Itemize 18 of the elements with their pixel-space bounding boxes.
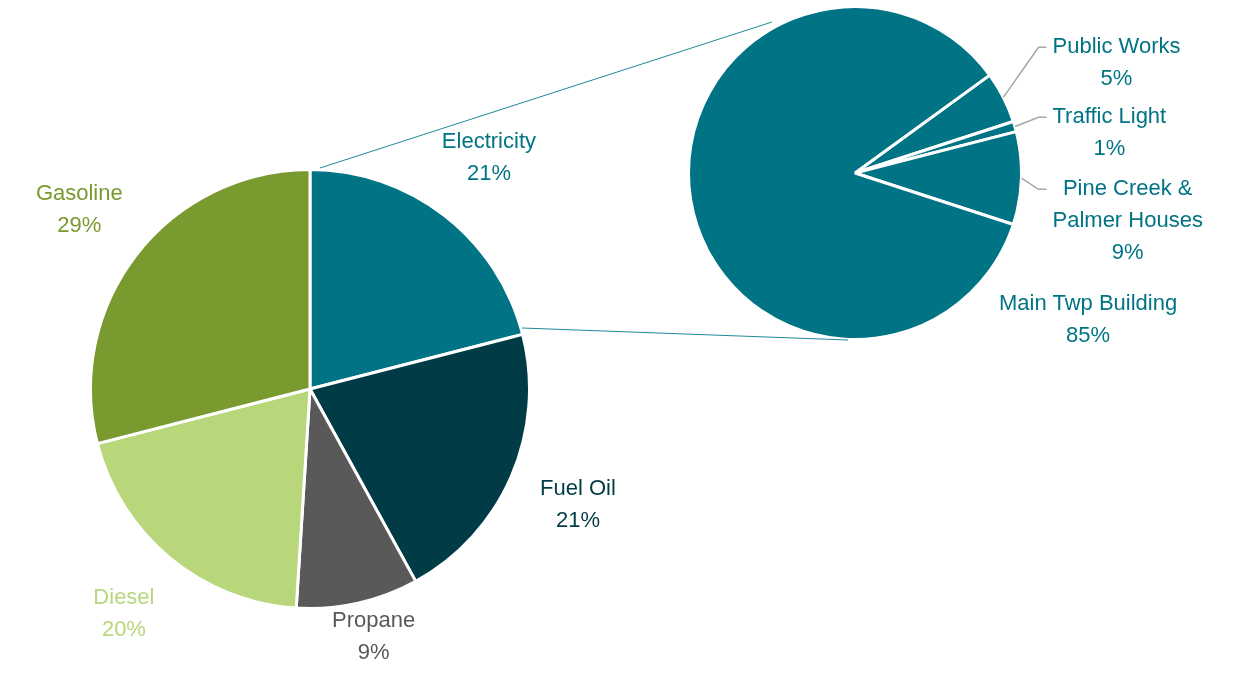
slice-label: Pine Creek & Palmer Houses	[1052, 175, 1203, 233]
data-label: 85%	[1066, 321, 1111, 347]
slice-label: Main Twp Building	[999, 289, 1178, 315]
slice-label: Public Works	[1052, 33, 1181, 59]
data-label: 21%	[555, 507, 600, 532]
data-label: 9%	[357, 639, 390, 665]
data-label: 29%	[57, 212, 102, 238]
slice-label: Electricity	[441, 128, 536, 154]
slice-label: Diesel	[93, 584, 155, 609]
slice-label: Propane	[332, 607, 416, 633]
slice-label: Fuel Oil	[540, 475, 616, 500]
data-label: 5%	[1100, 65, 1133, 91]
slice-label: Traffic Light	[1052, 103, 1167, 129]
data-label: 9%	[1111, 239, 1144, 265]
data-label: 1%	[1093, 135, 1126, 161]
data-label: 21%	[466, 160, 511, 186]
data-label: 20%	[101, 616, 146, 641]
slice-label: Gasoline	[35, 180, 123, 206]
